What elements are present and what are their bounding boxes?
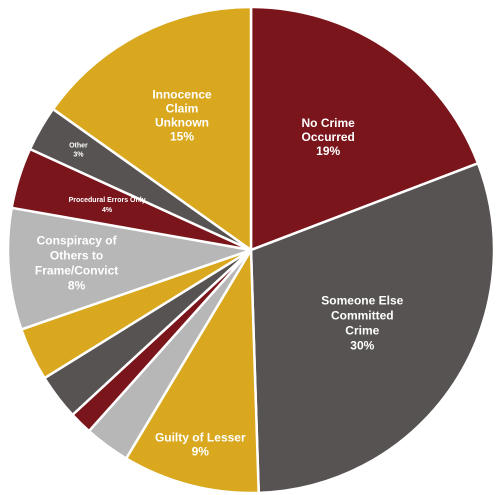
slice-label-percent-other: 3% bbox=[73, 152, 84, 159]
pie-slice-someone-else bbox=[249, 162, 496, 495]
slice-label-line-someone-else: Crime bbox=[345, 324, 379, 338]
slice-label-line-someone-else: Someone Else bbox=[321, 294, 403, 308]
slice-label-percent-procedural: 4% bbox=[102, 207, 113, 214]
slice-label-line-other: Other bbox=[69, 143, 88, 150]
slice-label-percent-no-crime: 19% bbox=[316, 144, 340, 158]
slice-label-line-innocence-unknown: Innocence bbox=[152, 87, 212, 101]
slice-label-percent-innocence-unknown: 15% bbox=[170, 129, 194, 143]
slice-label-percent-guilty-lesser: 9% bbox=[192, 444, 210, 458]
slice-label-line-innocence-unknown: Unknown bbox=[155, 115, 209, 129]
slice-label-line-conspiracy: Others to bbox=[50, 249, 103, 263]
slice-label-line-no-crime: No Crime bbox=[302, 116, 356, 130]
pie-slices bbox=[6, 5, 496, 495]
slice-label-line-someone-else: Committed bbox=[331, 309, 394, 323]
slice-label-line-conspiracy: Conspiracy of bbox=[37, 234, 118, 248]
pie-slice-innocence-unknown bbox=[51, 5, 253, 252]
pie-slice-conspiracy bbox=[6, 206, 253, 331]
slice-label-percent-conspiracy: 8% bbox=[68, 279, 86, 293]
pie-slice-no-crime bbox=[249, 5, 480, 252]
slice-label-line-no-crime: Occurred bbox=[302, 130, 355, 144]
slice-label-percent-someone-else: 30% bbox=[350, 339, 374, 353]
slice-label-line-procedural: Procedural Errors Only bbox=[69, 197, 146, 204]
slice-label-line-guilty-lesser: Guilty of Lesser bbox=[155, 430, 246, 444]
pie-slice-guilty-lesser bbox=[124, 248, 260, 495]
slice-label-line-conspiracy: Frame/Convict bbox=[35, 264, 118, 278]
slice-label-line-innocence-unknown: Claim bbox=[166, 101, 199, 115]
